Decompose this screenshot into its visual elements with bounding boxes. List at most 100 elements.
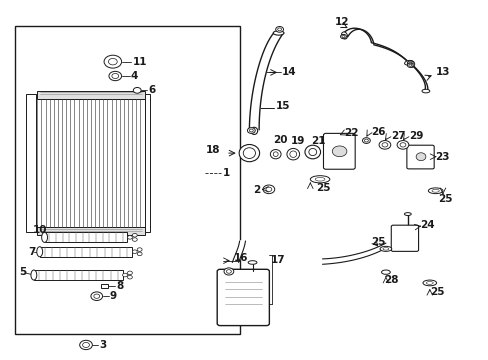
Circle shape — [399, 143, 405, 147]
Ellipse shape — [408, 61, 414, 67]
Ellipse shape — [422, 280, 436, 286]
Polygon shape — [322, 243, 385, 264]
Text: 11: 11 — [132, 57, 146, 67]
Ellipse shape — [382, 248, 388, 250]
Circle shape — [249, 129, 253, 132]
Circle shape — [80, 340, 92, 350]
Ellipse shape — [331, 146, 346, 157]
Circle shape — [82, 342, 89, 347]
Bar — [40, 247, 132, 257]
Ellipse shape — [37, 247, 42, 257]
Text: 6: 6 — [148, 85, 155, 95]
Ellipse shape — [404, 213, 410, 216]
Ellipse shape — [41, 232, 47, 242]
Ellipse shape — [341, 32, 347, 39]
Text: 3: 3 — [99, 340, 106, 350]
Polygon shape — [232, 241, 245, 262]
Text: 19: 19 — [290, 136, 304, 145]
Circle shape — [104, 55, 122, 68]
Circle shape — [341, 36, 344, 38]
Text: 4: 4 — [131, 71, 138, 81]
Ellipse shape — [421, 89, 429, 93]
Text: 13: 13 — [435, 67, 449, 77]
Circle shape — [132, 238, 137, 241]
Text: 22: 22 — [344, 128, 358, 138]
Circle shape — [263, 185, 274, 194]
Ellipse shape — [305, 145, 320, 159]
Ellipse shape — [31, 270, 37, 280]
Polygon shape — [249, 33, 283, 132]
Circle shape — [340, 35, 346, 39]
Text: 16: 16 — [233, 253, 248, 263]
Ellipse shape — [415, 153, 425, 161]
Circle shape — [127, 235, 132, 239]
Text: 2: 2 — [252, 185, 260, 195]
FancyBboxPatch shape — [323, 134, 354, 169]
Text: 9: 9 — [110, 291, 117, 301]
FancyBboxPatch shape — [390, 225, 418, 251]
FancyBboxPatch shape — [406, 145, 433, 169]
Text: 23: 23 — [434, 152, 448, 162]
Text: 27: 27 — [390, 131, 405, 141]
Ellipse shape — [270, 149, 281, 159]
Text: 26: 26 — [370, 127, 385, 136]
Text: 15: 15 — [276, 102, 290, 112]
Ellipse shape — [381, 270, 389, 274]
Circle shape — [381, 143, 387, 147]
Text: 10: 10 — [32, 225, 47, 235]
Text: 1: 1 — [222, 168, 229, 178]
Bar — [15, 26, 239, 334]
Circle shape — [408, 64, 411, 66]
Text: 25: 25 — [437, 194, 452, 204]
Circle shape — [224, 268, 233, 275]
Circle shape — [91, 292, 102, 301]
FancyBboxPatch shape — [217, 269, 269, 325]
Bar — [44, 232, 127, 242]
Ellipse shape — [431, 189, 438, 192]
Text: 20: 20 — [273, 135, 287, 145]
Text: 21: 21 — [310, 136, 325, 146]
Ellipse shape — [273, 152, 278, 157]
Ellipse shape — [404, 60, 412, 65]
Bar — [37, 91, 144, 99]
Circle shape — [396, 140, 408, 149]
Circle shape — [407, 63, 412, 67]
Ellipse shape — [310, 176, 329, 183]
Text: 8: 8 — [116, 281, 123, 291]
Circle shape — [408, 62, 411, 64]
Circle shape — [133, 87, 141, 93]
Bar — [34, 270, 122, 280]
Text: 25: 25 — [316, 183, 330, 193]
Circle shape — [226, 270, 231, 273]
Text: 12: 12 — [334, 17, 348, 27]
Circle shape — [127, 271, 132, 275]
Circle shape — [109, 71, 122, 81]
Circle shape — [137, 248, 142, 251]
Ellipse shape — [239, 144, 259, 162]
Ellipse shape — [426, 282, 432, 284]
Text: 17: 17 — [270, 255, 285, 265]
Text: 25: 25 — [429, 287, 444, 297]
Circle shape — [362, 138, 369, 143]
Text: 25: 25 — [370, 237, 385, 247]
Circle shape — [132, 233, 137, 237]
Text: 24: 24 — [419, 220, 434, 230]
Ellipse shape — [247, 261, 256, 264]
Bar — [144, 94, 150, 232]
Circle shape — [132, 250, 137, 253]
Ellipse shape — [427, 188, 442, 194]
Circle shape — [127, 275, 132, 279]
Circle shape — [277, 28, 281, 31]
Text: 5: 5 — [19, 267, 26, 277]
Ellipse shape — [273, 31, 284, 35]
Circle shape — [364, 139, 367, 142]
Ellipse shape — [286, 148, 299, 160]
Circle shape — [94, 294, 100, 298]
Circle shape — [122, 273, 127, 277]
Text: 18: 18 — [205, 144, 220, 154]
Circle shape — [247, 128, 255, 134]
Circle shape — [112, 73, 119, 78]
Ellipse shape — [243, 148, 255, 158]
Text: 7: 7 — [28, 247, 35, 257]
Bar — [26, 94, 36, 232]
